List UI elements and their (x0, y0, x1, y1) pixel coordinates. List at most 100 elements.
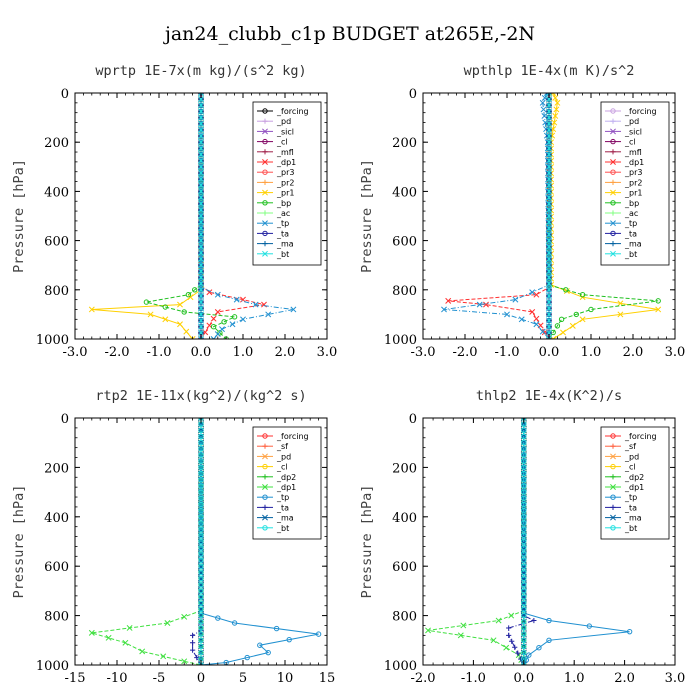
legend-marker (610, 241, 616, 247)
data-point (198, 219, 204, 226)
data-point (506, 625, 512, 631)
data-point (546, 139, 552, 146)
data-point (198, 526, 204, 532)
data-point (198, 163, 204, 170)
data-point (521, 446, 527, 452)
legend-box (600, 426, 670, 540)
data-point (198, 151, 204, 158)
legend-marker (610, 159, 616, 165)
legend-label: _pd (624, 452, 639, 461)
legend-marker (262, 149, 268, 155)
data-point (198, 544, 204, 551)
legend-label: _ta (276, 503, 289, 512)
series-line (91, 93, 202, 339)
data-point (521, 477, 527, 483)
legend-label: _mfl (276, 148, 294, 157)
legend-marker (262, 241, 268, 247)
data-point (533, 321, 540, 328)
series-group (88, 93, 297, 339)
legend-label: _pr3 (624, 168, 642, 177)
legend-label: _mfl (624, 148, 642, 157)
data-point (198, 126, 204, 133)
data-point (509, 638, 515, 644)
legend-label: _ac (624, 209, 638, 218)
data-point (546, 280, 552, 287)
data-point (546, 329, 552, 336)
x-tick-label: 0.0 (539, 345, 560, 360)
data-point (529, 308, 536, 315)
data-point (198, 225, 204, 232)
data-point (198, 637, 204, 643)
data-point (655, 298, 661, 304)
data-point (521, 427, 527, 434)
data-point (198, 114, 204, 121)
x-tick-label: 10 (277, 671, 294, 686)
panel-title: rtp2 1E-11x(kg^2)/(kg^2 s) (95, 388, 306, 404)
x-tick-label: 3.0 (317, 345, 338, 360)
legend-marker (262, 474, 268, 480)
legend-marker (262, 230, 268, 237)
data-point (521, 582, 527, 588)
data-point (546, 206, 552, 213)
data-point (558, 316, 565, 323)
legend-label: _tp (276, 493, 289, 502)
data-point (198, 625, 204, 631)
data-point (210, 324, 217, 330)
data-point (198, 200, 204, 207)
data-point (550, 93, 557, 96)
data-point (252, 301, 259, 308)
data-point (546, 292, 552, 299)
data-point (198, 280, 204, 287)
data-point (198, 299, 204, 306)
y-tick-label: 1000 (36, 659, 69, 674)
data-point (88, 306, 95, 313)
data-point (198, 427, 204, 434)
data-point (198, 489, 204, 495)
legend-label: _ma (624, 240, 642, 249)
legend-marker (262, 433, 268, 439)
data-point (521, 489, 527, 495)
legend-marker (610, 230, 616, 237)
data-point (185, 292, 192, 298)
data-point (531, 617, 537, 624)
legend: _forcing_pd_sicl_cl_mfl_dp1_pr3_pr2_pr1_… (600, 101, 670, 266)
data-point (198, 452, 204, 458)
data-point (546, 157, 552, 164)
data-point (536, 645, 542, 651)
legend-marker (610, 504, 616, 510)
data-point (198, 470, 204, 477)
legend-marker (610, 138, 616, 145)
data-point (518, 316, 525, 323)
data-point (181, 613, 188, 620)
data-point (546, 194, 552, 201)
data-point (198, 329, 204, 336)
x-tick-label: 0 (197, 671, 205, 686)
legend-label: _dp1 (276, 158, 296, 167)
x-tick-label: 2.0 (614, 671, 635, 686)
data-point (441, 306, 447, 313)
data-point (546, 617, 552, 624)
legend-label: _dp1 (624, 158, 644, 167)
x-tick-label: -1.0 (494, 345, 519, 360)
legend-label: _ta (624, 229, 637, 238)
data-point (198, 458, 204, 464)
series-line (548, 93, 659, 339)
data-point (546, 200, 552, 207)
data-point (521, 631, 527, 637)
data-point (198, 102, 204, 109)
data-point (521, 637, 527, 643)
legend-marker (610, 189, 616, 196)
data-point (546, 120, 552, 127)
legend-box (600, 101, 670, 266)
data-point (198, 588, 204, 594)
legend-label: _pd (276, 117, 291, 126)
legend-marker (610, 149, 616, 155)
data-point (521, 649, 527, 656)
data-point (198, 243, 204, 250)
legend-marker (610, 453, 616, 460)
data-point (214, 308, 221, 315)
data-point (139, 648, 146, 655)
data-point (198, 256, 204, 263)
y-tick-label: 1000 (36, 333, 69, 348)
data-point (554, 323, 561, 329)
